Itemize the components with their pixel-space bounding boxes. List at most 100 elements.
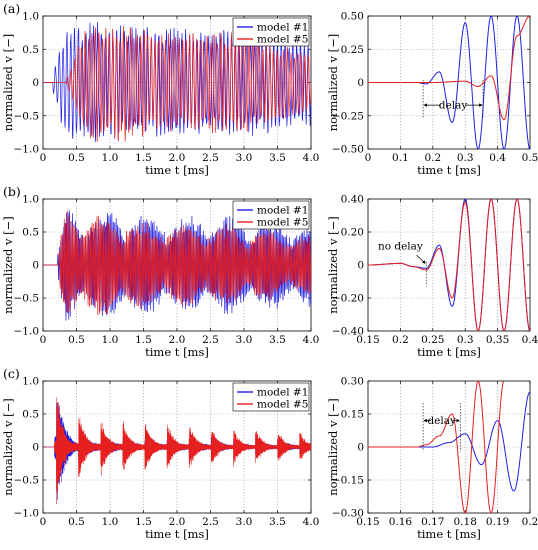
x-tick-label: 3.5 [269,516,286,528]
legend-box [232,17,310,47]
y-tick-label: 0.5 [22,227,39,239]
x-axis-label: time t [ms] [417,527,481,541]
legend-box [232,200,310,230]
y-axis-label: normalized v [−] [1,216,15,314]
y-tick-label: 0 [32,442,39,454]
x-tick-label: 0.5 [68,152,85,164]
x-tick-label: 0.18 [454,516,477,528]
x-tick-label: 4.0 [303,516,320,528]
x-tick-label: 1.5 [135,334,152,346]
y-tick-label: −0.30 [332,508,364,520]
x-tick-label: 0.3 [457,152,474,164]
y-tick-label: 1.0 [22,376,39,388]
legend-label-model-1: model #1 [257,205,308,217]
legend-label-model-5: model #5 [257,217,308,229]
x-tick-label: 4.0 [303,334,320,346]
panel-label: (a) [3,1,20,16]
overview-panel: 0 0.5 1.0 1.5 2.0 2.5 3.0 3.5 4.0 1.0 0.5 0 −0.5 −1.0… [1,194,319,360]
x-axis-label: time t [ms] [417,163,481,177]
y-tick-label: 0 [357,442,364,454]
series-line-model-5 [43,397,311,505]
x-tick-label: 0 [365,152,372,164]
y-tick-label: −1.0 [14,326,40,338]
series-line-model-5 [43,210,311,316]
x-tick-label: 0.4 [489,152,506,164]
x-tick-label: 2.5 [202,152,219,164]
x-tick-label: 1.5 [135,516,152,528]
panel-label: (c) [3,366,20,381]
x-tick-label: 0.5 [68,334,85,346]
zoom-panel: 0.15 0.16 0.17 0.18 0.19 0.2 0.30 0.15 0 −0.15 −0.… [326,376,538,542]
x-tick-label: 3.5 [269,152,286,164]
y-tick-label: 1.0 [22,194,39,206]
x-axis-label: time t [ms] [145,345,209,359]
x-tick-label: 0.1 [392,152,409,164]
panel-row-3: (c) 0 0.5 1.0 1.5 2.0 2.5 3.0 3.5 4.0 1.0 0.5 0 −0.5 −… [1,366,538,541]
x-tick-label: 0.5 [68,516,85,528]
x-tick-label: 2.0 [169,334,186,346]
x-tick-label: 0 [40,334,47,346]
zoom-panel: 0 0.1 0.2 0.3 0.4 0.5 0.50 0.25 0 −0.25 −0.50 time … [326,11,538,178]
y-tick-label: 0.30 [341,376,364,388]
y-tick-label: 0.5 [22,409,39,421]
series-line-model-5 [368,381,505,513]
x-tick-label: 1.0 [102,152,119,164]
y-tick-label: 0.20 [341,227,364,239]
y-tick-label: −0.5 [14,110,40,122]
y-tick-label: 0.25 [341,44,364,56]
y-tick-label: −0.40 [332,326,364,338]
x-tick-label: 3.5 [269,334,286,346]
x-tick-label: 2.0 [169,516,186,528]
x-tick-label: 0.3 [457,334,474,346]
x-tick-label: 0.4 [522,334,538,346]
x-tick-label: 0.16 [389,516,413,528]
y-axis-label: normalized v [−] [1,34,15,132]
y-tick-label: −1.0 [14,508,40,520]
x-tick-label: 0.19 [486,516,509,528]
panel-row-2: (b) 0 0.5 1.0 1.5 2.0 2.5 3.0 3.5 4.0 1.0 0.5 0 −0.5 −… [1,184,538,359]
no-delay-arrow [416,254,426,264]
series-line-model-1 [368,391,530,492]
y-tick-label: 0.40 [341,194,364,206]
legend-label-model-1: model #1 [257,387,308,399]
y-tick-label: −1.0 [14,144,40,156]
x-tick-label: 0.35 [486,334,509,346]
x-tick-label: 3.0 [236,516,253,528]
legend-label-model-5: model #5 [257,399,308,411]
y-axis-label: normalized v [−] [326,398,340,496]
x-tick-label: 0 [40,152,47,164]
y-tick-label: 1.0 [22,11,39,23]
x-tick-label: 2.5 [202,334,219,346]
y-tick-label: 0.50 [341,11,364,23]
x-tick-label: 0.2 [424,152,441,164]
no-delay-annotation: no delay [378,240,423,252]
legend-label-model-1: model #1 [257,22,308,34]
x-axis-label: time t [ms] [145,163,209,177]
x-tick-label: 0.25 [421,334,444,346]
y-axis-label: normalized v [−] [326,34,340,132]
x-tick-label: 1.0 [102,516,119,528]
x-tick-label: 0 [40,516,47,528]
legend-box [232,382,310,412]
y-tick-label: 0.15 [341,409,364,421]
y-tick-label: −0.5 [14,293,40,305]
y-tick-label: 0 [32,77,39,89]
y-tick-label: 0.5 [22,44,39,56]
delay-annotation: delay [427,415,456,427]
overview-panel: 0 0.5 1.0 1.5 2.0 2.5 3.0 3.5 4.0 1.0 0.5 0 −0.5 −1.0… [1,11,319,178]
x-tick-label: 0.2 [522,516,538,528]
y-axis-label: normalized v [−] [326,216,340,314]
overview-panel: 0 0.5 1.0 1.5 2.0 2.5 3.0 3.5 4.0 1.0 0.5 0 −0.5 −1.0… [1,376,319,542]
delay-annotation: delay [439,100,468,112]
x-tick-label: 0.15 [356,516,379,528]
series-line-model-5 [368,199,530,331]
zoom-panel: 0.15 0.2 0.25 0.3 0.35 0.4 0.40 0.20 0 −0.20 −0.40… [326,194,538,360]
legend-label-model-5: model #5 [257,34,308,46]
y-tick-label: 0 [32,260,39,272]
x-tick-label: 0.5 [522,152,538,164]
x-tick-label: 1.0 [102,334,119,346]
x-tick-label: 1.5 [135,152,152,164]
x-tick-label: 2.0 [169,152,186,164]
panel-row-1: (a)0 0.5 1.0 1.5 2.0 2.5 3.0 3.5 4.01.00.50−0.5−… [1,1,538,177]
y-tick-label: −0.20 [332,293,364,305]
